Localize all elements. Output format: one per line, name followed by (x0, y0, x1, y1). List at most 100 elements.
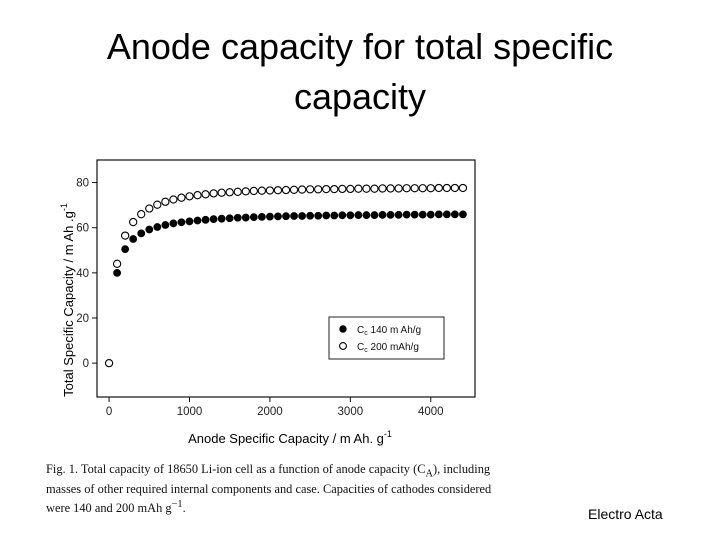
legend-box (328, 316, 445, 360)
data-point-open (265, 186, 275, 195)
x-axis-title: Anode Specific Capacity / m Ah. g-1 (188, 429, 392, 446)
data-point-filled (113, 268, 122, 277)
caption-text: Total capacity of 18650 Li-ion cell as a… (80, 462, 426, 476)
x-tick-label: 2000 (257, 406, 283, 418)
data-point-open (458, 183, 468, 193)
data-point-open (129, 217, 138, 227)
data-point-filled (442, 210, 451, 219)
data-point-filled (459, 210, 467, 219)
data-point-filled (266, 212, 274, 221)
y-axis-title: Total Specific Capacity / m Ah .g-1 (59, 203, 76, 397)
data-point-open (145, 204, 154, 213)
data-point-open (354, 184, 363, 193)
data-point-filled (201, 215, 210, 224)
data-point-open (394, 184, 403, 193)
data-point-filled (354, 211, 363, 219)
data-point-open (289, 185, 299, 194)
figure-caption: Fig. 1. Total capacity of 18650 Li-ion c… (46, 462, 506, 517)
data-point-filled (209, 215, 218, 224)
caption-subscript: A (425, 468, 433, 480)
data-point-open (249, 186, 258, 196)
slide-title: Anode capacity for total specific capaci… (60, 22, 660, 122)
data-point-filled (225, 214, 234, 223)
data-point-filled (394, 210, 403, 219)
data-point-filled (434, 210, 443, 219)
x-tick-label: 0 (106, 406, 112, 418)
data-point-filled (386, 210, 395, 219)
scatter-chart: 0 1000 2000 3000 4000 0 20 40 60 80 Cc 140 m Ah/g… (59, 159, 476, 446)
data-point-filled (330, 211, 339, 220)
data-point-open (185, 192, 194, 201)
data-point-filled (370, 211, 379, 219)
x-tick-label: 1000 (177, 406, 203, 418)
data-point-filled (217, 214, 226, 223)
data-point-filled (314, 211, 323, 220)
data-point-open (225, 188, 234, 197)
data-point-filled (145, 225, 154, 234)
data-point-open (241, 187, 250, 196)
data-point-open (378, 184, 387, 193)
data-point-open (442, 183, 452, 193)
data-point-open (257, 186, 267, 195)
data-point-filled (402, 210, 411, 219)
data-point-filled (426, 210, 435, 219)
data-point-filled (450, 210, 459, 219)
y-tick-label: 20 (76, 313, 89, 325)
data-point-open (273, 186, 283, 195)
caption-fig-label: Fig. 1. (46, 462, 79, 476)
data-point-filled (306, 211, 315, 220)
data-point-filled (290, 212, 298, 220)
data-point-open (410, 184, 419, 193)
data-point-filled (161, 221, 170, 229)
caption-ending: . (182, 501, 186, 516)
data-point-open (169, 195, 178, 204)
caption-superscript: −1 (171, 499, 183, 511)
data-point-open (193, 191, 202, 200)
data-point-open (305, 185, 315, 194)
data-point-filled (338, 211, 347, 220)
y-tick-label: 0 (83, 358, 89, 370)
source-label: Electro Acta (588, 506, 663, 522)
data-point-open (201, 190, 210, 199)
data-point-filled (169, 219, 178, 228)
data-point-filled (274, 212, 282, 221)
data-point-open (153, 200, 162, 209)
data-point-open (346, 184, 355, 194)
data-point-filled (185, 217, 194, 226)
data-point-filled (241, 213, 250, 222)
data-point-open (418, 184, 427, 193)
data-point-filled (378, 210, 387, 219)
data-point-filled (129, 235, 138, 243)
x-tick-label: 4000 (418, 406, 444, 418)
caption-text-after: ), including masses of other required in… (46, 462, 492, 516)
y-tick-label: 40 (76, 268, 89, 280)
data-point-filled (153, 223, 162, 231)
data-point-open (161, 197, 170, 206)
data-point-open (434, 183, 443, 193)
y-tick-label: 80 (76, 178, 89, 190)
legend-marker (339, 325, 347, 333)
slide-title-line-1: Anode capacity for total specific (106, 26, 614, 67)
data-point-open (450, 183, 460, 193)
data-point-filled (298, 212, 306, 220)
data-point-open (362, 184, 371, 193)
figure: 0 1000 2000 3000 4000 0 20 40 60 80 Cc 140 m Ah/g… (48, 145, 498, 515)
data-point-open (402, 184, 411, 193)
data-point-filled (193, 216, 202, 225)
plot-frame (96, 159, 476, 398)
data-point-open (370, 184, 379, 193)
data-point-filled (177, 218, 186, 227)
data-point-filled (346, 211, 355, 220)
data-point-open (209, 189, 218, 198)
data-point-open (330, 184, 339, 194)
data-point-open (120, 231, 130, 240)
data-point-filled (137, 229, 146, 238)
data-point-open (338, 184, 347, 194)
slide-title-line-2: capacity (293, 76, 427, 117)
legend-entry-label: Cc 200 mAh/g (357, 342, 419, 354)
data-point-open (104, 358, 114, 368)
data-point-open (177, 193, 186, 202)
data-point-filled (257, 212, 266, 221)
data-point-filled (249, 213, 258, 222)
data-point-filled (362, 211, 371, 219)
